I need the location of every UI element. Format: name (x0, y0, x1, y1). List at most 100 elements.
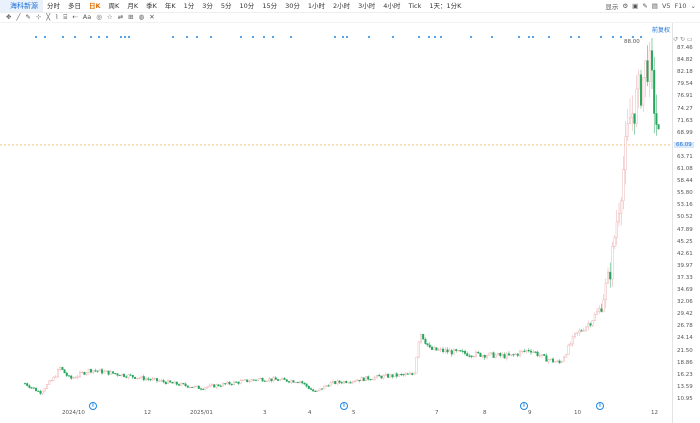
tool-icon-11[interactable]: ⇄ (117, 13, 124, 21)
event-dot[interactable] (124, 36, 126, 38)
event-dot[interactable] (172, 36, 174, 38)
v5-button[interactable]: V5 (661, 2, 671, 10)
tab-11[interactable]: 15分 (262, 2, 278, 10)
candle-body (261, 378, 264, 382)
event-dot[interactable] (418, 36, 420, 38)
tab-9[interactable]: 5分 (220, 2, 232, 10)
event-dot[interactable] (570, 36, 572, 38)
r-badge[interactable]: R (340, 402, 348, 410)
event-dot[interactable] (90, 36, 92, 38)
f10-button[interactable]: F10 (674, 2, 687, 10)
tool-icon-0[interactable]: ✥ (6, 13, 12, 21)
event-dot[interactable] (346, 36, 348, 38)
event-dot[interactable] (368, 36, 370, 38)
event-dot[interactable] (272, 36, 274, 38)
event-dot[interactable] (35, 36, 37, 38)
candle-body (72, 377, 75, 379)
settings-icon[interactable]: ⚙ (622, 2, 629, 10)
stock-name[interactable]: 海科新源 (0, 0, 43, 12)
kline-chart[interactable] (0, 23, 700, 423)
event-dot[interactable] (528, 36, 530, 38)
r-badge[interactable]: R (596, 402, 604, 410)
tab-6[interactable]: 年K (164, 2, 176, 10)
more-icon[interactable]: ⌄ (690, 2, 696, 10)
r-badge[interactable]: R (520, 402, 528, 410)
tab-4[interactable]: 月K (127, 2, 139, 10)
layout-icon[interactable]: ▤ (651, 2, 658, 10)
event-dot[interactable] (470, 36, 472, 38)
tool-icon-1[interactable]: ╱ (16, 13, 21, 21)
tab-18[interactable]: 1天：1分K (429, 2, 462, 10)
event-dot[interactable] (620, 36, 622, 38)
event-dot[interactable] (128, 36, 130, 38)
tool-icon-8[interactable]: Aa (82, 13, 92, 21)
tool-icon-10[interactable]: ☆ (106, 13, 113, 21)
undo-icon[interactable]: ↺ (673, 36, 679, 43)
tool-icon-7[interactable]: ⇠ (72, 13, 78, 21)
event-dot[interactable] (612, 36, 614, 38)
event-dot[interactable] (640, 36, 642, 38)
event-dot[interactable] (548, 36, 550, 38)
tool-icon-13[interactable]: ◍ (138, 13, 145, 21)
tab-16[interactable]: 4小时 (383, 2, 401, 10)
tab-12[interactable]: 30分 (285, 2, 300, 10)
tab-5[interactable]: 季K (146, 2, 157, 10)
pencil-icon[interactable]: ✎ (642, 2, 648, 10)
tab-7[interactable]: 1分 (183, 2, 195, 10)
tool-icon-5[interactable]: ⌇ (55, 13, 59, 21)
tab-2[interactable]: 日K (89, 2, 101, 10)
tool-icon-14[interactable]: ✕ (149, 13, 155, 21)
display-menu[interactable]: 显示 (605, 3, 619, 11)
camera-icon[interactable]: ▣ (632, 2, 639, 10)
event-dot[interactable] (106, 36, 108, 38)
event-dot[interactable] (120, 36, 122, 38)
tab-14[interactable]: 2小时 (333, 2, 351, 10)
candle-body (109, 371, 112, 375)
r-badge[interactable]: R (89, 402, 97, 410)
event-dot[interactable] (74, 36, 76, 38)
event-dot[interactable] (491, 36, 493, 38)
event-dot[interactable] (600, 36, 602, 38)
redo-icon[interactable]: ↻ (679, 36, 685, 43)
event-dot[interactable] (434, 36, 436, 38)
tool-icon-6[interactable]: ⌸ (63, 12, 68, 21)
window-icon[interactable]: ▭ (686, 36, 693, 43)
candle-body (61, 367, 64, 370)
tool-icon-9[interactable]: ◎ (96, 13, 102, 21)
tab-15[interactable]: 3小时 (358, 2, 376, 10)
event-dot[interactable] (428, 36, 430, 38)
candle-body (626, 123, 629, 137)
event-dot[interactable] (252, 36, 254, 38)
event-dot[interactable] (392, 36, 394, 38)
event-dot[interactable] (342, 36, 344, 38)
event-dot[interactable] (44, 36, 46, 38)
tab-10[interactable]: 10分 (239, 2, 255, 10)
event-dot[interactable] (578, 36, 580, 38)
tool-icon-12[interactable]: ⊞ (128, 13, 134, 21)
event-dot[interactable] (518, 36, 520, 38)
event-dot[interactable] (98, 36, 100, 38)
tool-icon-2[interactable]: ✎ (25, 13, 31, 21)
tool-icon-3[interactable]: ⊹ (35, 13, 42, 21)
tab-17[interactable]: Tick (408, 2, 422, 10)
candle-body (426, 343, 429, 346)
event-dot[interactable] (440, 36, 442, 38)
event-dot[interactable] (62, 36, 64, 38)
event-dot[interactable] (290, 36, 292, 38)
tab-3[interactable]: 周K (108, 2, 120, 10)
tab-0[interactable]: 分时 (47, 2, 60, 10)
candle-body (52, 376, 55, 381)
event-dot[interactable] (632, 36, 634, 38)
event-dot[interactable] (210, 36, 212, 38)
event-dot[interactable] (196, 36, 198, 38)
tab-1[interactable]: 多日 (68, 2, 81, 10)
tab-8[interactable]: 3分 (202, 2, 213, 10)
event-dot[interactable] (263, 36, 265, 38)
event-dot[interactable] (240, 36, 242, 38)
event-dot[interactable] (532, 36, 534, 38)
event-dot[interactable] (186, 36, 188, 38)
restore-adjust-label[interactable]: 前复权 (652, 27, 671, 34)
event-dot[interactable] (334, 36, 336, 38)
tool-icon-4[interactable]: ╳ (46, 13, 51, 21)
tab-13[interactable]: 1小时 (307, 2, 326, 10)
